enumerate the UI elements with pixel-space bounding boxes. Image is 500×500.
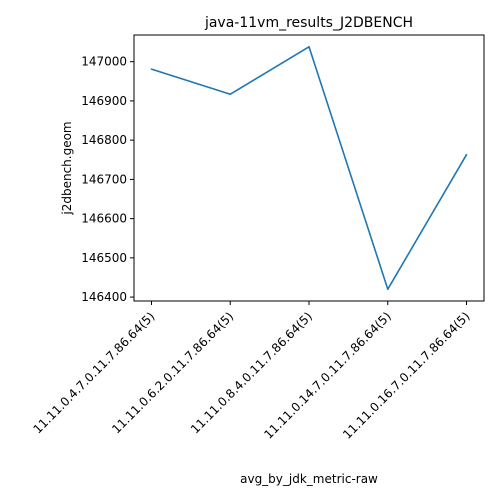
data-point — [465, 153, 468, 156]
y-tick-label: 147000 — [81, 55, 127, 69]
y-tick-label: 146700 — [81, 172, 127, 186]
plot-frame — [133, 34, 485, 302]
y-tick-label: 146600 — [81, 212, 127, 226]
y-tick-label: 146400 — [81, 290, 127, 304]
y-tick-label: 146900 — [81, 94, 127, 108]
y-axis-title: j2dbench.geom — [60, 121, 74, 215]
y-axis: 146400 146500 146600 146700 146800 146900 1470… — [81, 55, 134, 304]
y-tick-label: 146500 — [81, 251, 127, 265]
series-layer — [150, 45, 468, 291]
data-point — [229, 93, 232, 96]
chart-title: java-11vm_results_J2DBENCH — [204, 15, 413, 31]
y-tick-label: 146800 — [81, 133, 127, 147]
x-axis-title: avg_by_jdk_metric-raw — [240, 472, 378, 486]
data-point — [386, 288, 389, 291]
data-point — [308, 45, 310, 48]
data-point — [150, 68, 153, 70]
